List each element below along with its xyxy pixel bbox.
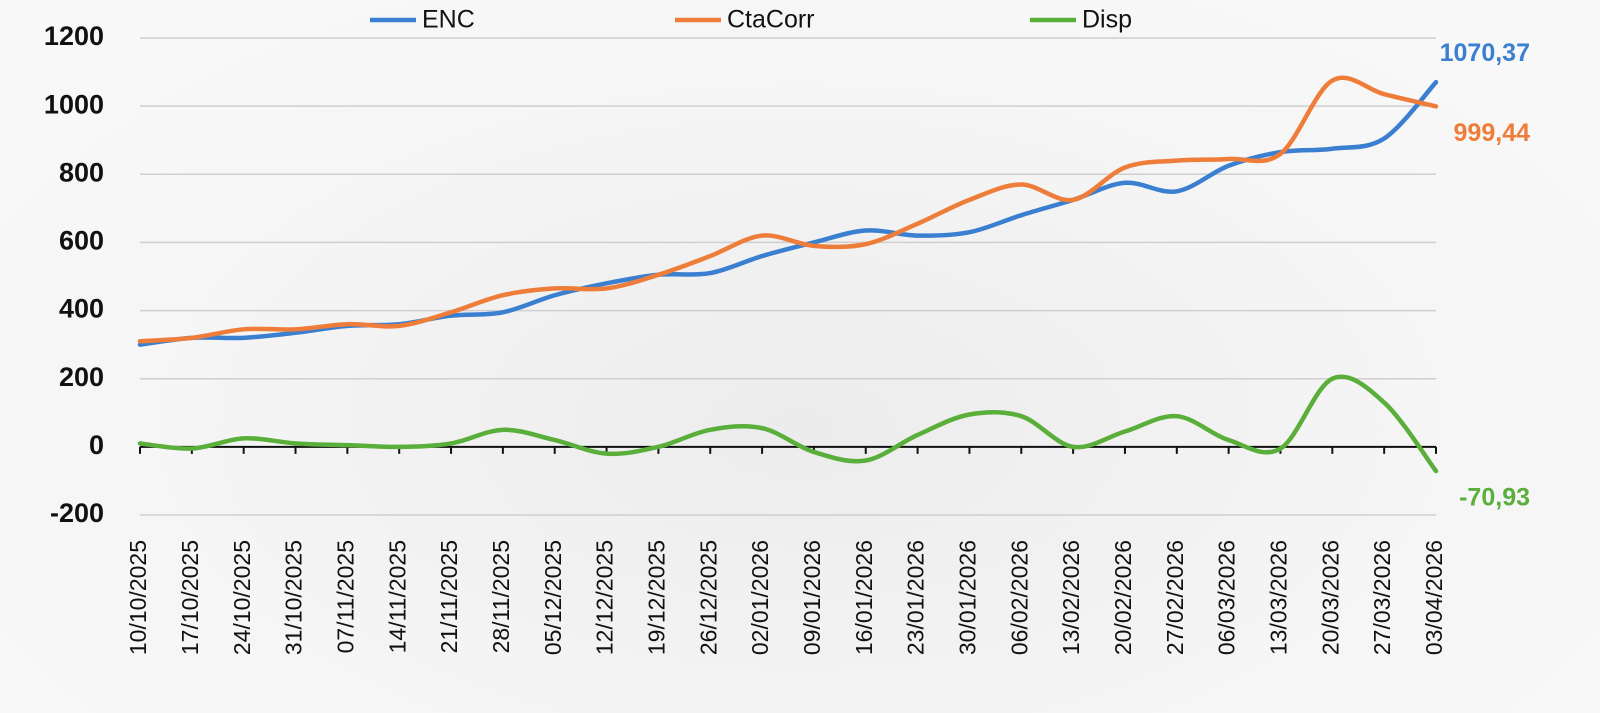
line-series [137, 374, 1439, 474]
x-tick-label: 20/02/2026 [1110, 540, 1136, 655]
y-tick-label: 600 [59, 226, 104, 256]
x-tick-label: 20/03/2026 [1317, 540, 1343, 655]
x-tick-label: 19/12/2025 [643, 540, 669, 655]
y-tick-label: 1200 [44, 21, 104, 51]
x-tick-label: 24/10/2025 [229, 540, 255, 655]
line-series [137, 75, 1439, 344]
x-tick-label: 06/03/2026 [1214, 540, 1240, 655]
x-tick-label: 27/02/2026 [1162, 540, 1188, 655]
data-label: -70,93 [1459, 484, 1530, 512]
legend-label: CtaCorr [727, 6, 815, 34]
x-tick-label: 09/01/2026 [799, 540, 825, 655]
x-tick-label: 03/04/2026 [1421, 540, 1447, 655]
x-tick-label: 10/10/2025 [125, 540, 151, 655]
y-tick-label: -200 [50, 498, 104, 528]
x-tick-label: 14/11/2025 [384, 540, 410, 653]
y-tick-label: 800 [59, 157, 104, 187]
x-tick-label: 26/12/2025 [695, 540, 721, 655]
x-tick-label: 13/02/2026 [1058, 540, 1084, 655]
x-tick-label: 05/12/2025 [540, 540, 566, 655]
x-tick-label: 06/02/2026 [1006, 540, 1032, 655]
x-tick-label: 21/11/2025 [436, 540, 462, 653]
legend-label: Disp [1082, 6, 1132, 34]
y-tick-label: 400 [59, 294, 104, 324]
x-tick-label: 07/11/2025 [332, 540, 358, 653]
legend-label: ENC [422, 6, 475, 34]
y-tick-label: 1000 [44, 89, 104, 119]
x-tick-label: 28/11/2025 [488, 540, 514, 653]
y-tick-label: 0 [89, 430, 104, 460]
x-tick-label: 02/01/2026 [747, 540, 773, 655]
x-tick-label: 17/10/2025 [177, 540, 203, 655]
x-tick-label: 12/12/2025 [592, 540, 618, 655]
x-tick-label: 23/01/2026 [903, 540, 929, 655]
x-tick-label: 13/03/2026 [1266, 540, 1292, 655]
x-tick-label: 16/01/2026 [851, 540, 877, 655]
y-tick-label: 200 [59, 362, 104, 392]
line-series [137, 79, 1439, 347]
data-label: 1070,37 [1440, 39, 1530, 67]
x-tick-label: 27/03/2026 [1369, 540, 1395, 655]
data-label: 999,44 [1454, 119, 1531, 147]
x-tick-label: 30/01/2026 [955, 540, 981, 655]
x-tick-label: 31/10/2025 [281, 540, 307, 655]
